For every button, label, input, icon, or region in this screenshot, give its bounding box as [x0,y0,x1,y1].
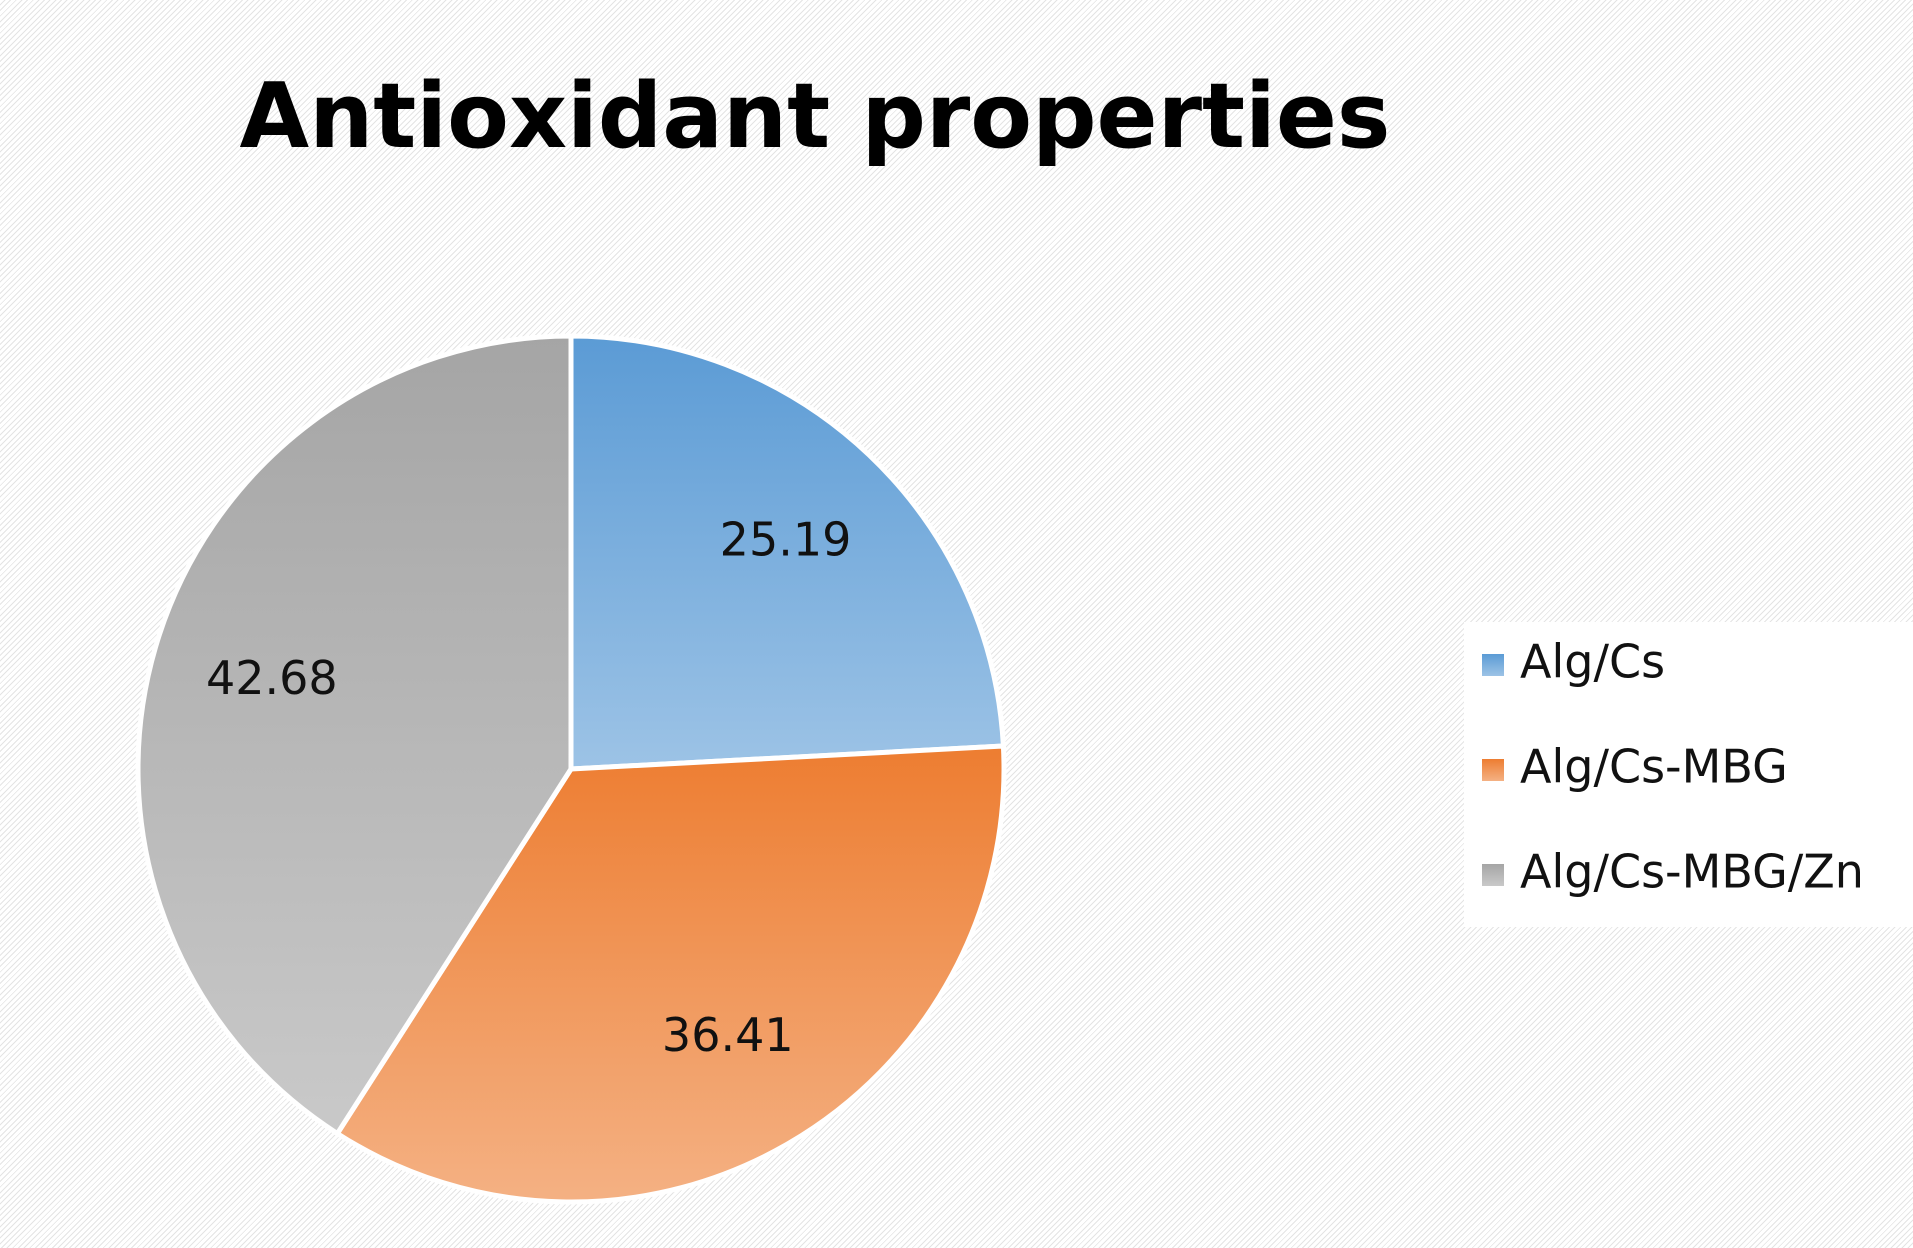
chart-title: Antioxidant properties [240,64,1391,169]
data-label: 36.41 [662,1008,794,1062]
legend-swatch [1482,759,1504,781]
legend-box [1464,622,1913,927]
legend-label: Alg/Cs-MBG/Zn [1520,845,1864,899]
legend-label: Alg/Cs [1520,635,1665,689]
legend-swatch [1482,864,1504,886]
data-label: 42.68 [206,651,338,705]
legend-label: Alg/Cs-MBG [1520,740,1788,794]
pie-slice [568,333,1007,772]
pie-slice [135,333,574,1137]
legend-swatch [1482,654,1504,676]
data-label: 25.19 [720,512,852,566]
pie-slice [333,743,1007,1205]
